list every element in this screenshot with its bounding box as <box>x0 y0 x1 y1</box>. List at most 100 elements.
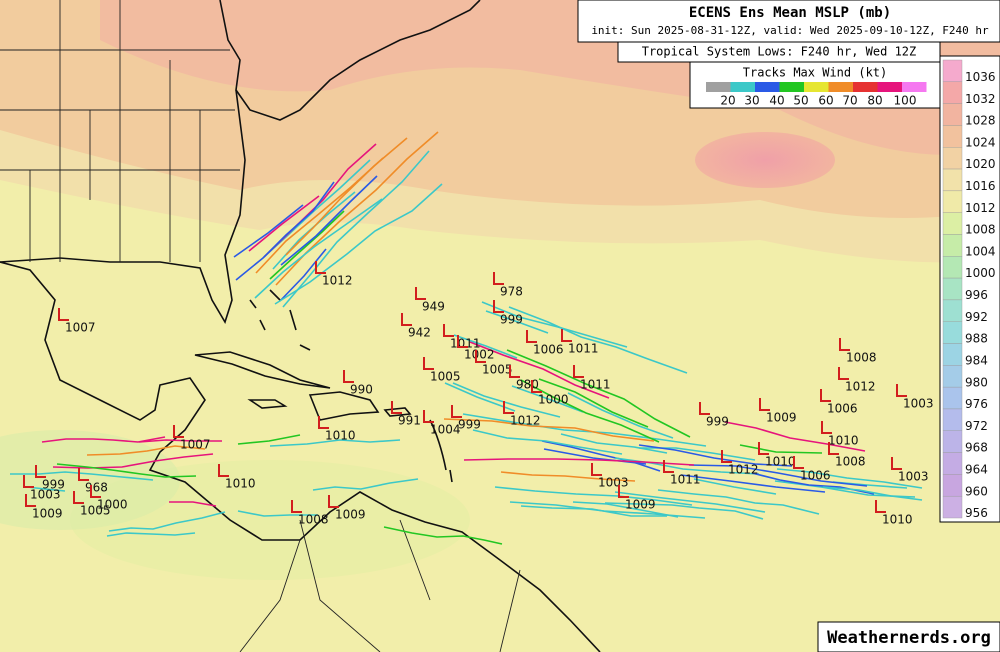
low-label: 1007 <box>180 438 211 452</box>
low-marker <box>503 401 514 414</box>
low-label: 1006 <box>533 343 564 357</box>
low-marker <box>839 338 850 351</box>
low-marker <box>401 313 412 326</box>
storm-track <box>274 183 443 305</box>
low-marker <box>423 410 434 423</box>
pressure-swatch <box>942 256 963 279</box>
low-marker <box>58 308 69 321</box>
storm-track <box>776 468 923 489</box>
pressure-label: 1024 <box>965 135 996 149</box>
storm-track <box>106 532 196 537</box>
pressure-swatch <box>942 212 963 235</box>
low-marker <box>721 450 732 463</box>
low-label: 1010 <box>325 429 356 443</box>
wind-label: 20 <box>720 94 735 108</box>
storm-track <box>572 501 679 518</box>
low-marker <box>875 500 886 513</box>
storm-track <box>269 210 345 280</box>
low-label: 1003 <box>903 397 934 411</box>
pressure-swatch <box>942 365 963 388</box>
title: ECENS Ens Mean MSLP (mb) <box>689 5 891 21</box>
lows-title: Tropical System Lows: F240 hr, Wed 12Z <box>642 45 917 59</box>
low-marker <box>838 367 849 380</box>
pressure-swatch <box>942 190 963 213</box>
low-marker <box>343 370 354 383</box>
low-label: 978 <box>500 285 523 299</box>
pressure-label: 996 <box>965 288 988 302</box>
storm-track <box>614 491 766 513</box>
low-label: 1003 <box>898 470 929 484</box>
storm-track <box>469 341 610 399</box>
wind-label: 100 <box>894 94 917 108</box>
low-label: 949 <box>422 300 445 314</box>
storm-track <box>520 379 660 443</box>
watermark-box <box>817 621 1000 652</box>
low-label: 1006 <box>827 402 858 416</box>
storm-track <box>56 463 197 478</box>
storm-track <box>538 378 649 428</box>
storm-track <box>739 444 823 454</box>
pressure-swatch <box>942 59 963 83</box>
storm-track <box>657 489 820 515</box>
pressure-swatch <box>942 299 963 322</box>
pressure-swatch <box>942 147 963 170</box>
storm-track <box>604 502 764 520</box>
low-label: 1004 <box>430 423 461 437</box>
pressure-label: 1036 <box>965 70 996 84</box>
low-label: 980 <box>516 378 539 392</box>
storm-track <box>41 436 166 443</box>
wind-label: 50 <box>793 94 808 108</box>
wind-label: 70 <box>842 94 857 108</box>
low-marker <box>531 380 542 393</box>
high-center <box>695 132 835 188</box>
low-marker <box>423 357 434 370</box>
low-marker <box>526 330 537 343</box>
wind-swatch <box>877 82 902 92</box>
low-label: 1000 <box>97 498 128 512</box>
low-marker <box>758 442 769 455</box>
storm-track <box>453 334 518 359</box>
storm-track <box>463 458 695 466</box>
low-label: 1012 <box>322 274 353 288</box>
low-marker <box>699 402 710 415</box>
low-label: 968 <box>85 481 108 495</box>
storm-track <box>235 181 335 281</box>
storm-track <box>541 440 661 472</box>
wind-swatch <box>804 82 829 92</box>
wind-label: 30 <box>744 94 759 108</box>
storm-track <box>452 382 561 418</box>
pressure-swatch <box>942 234 963 257</box>
pressure-scale: 1036 1032 1028 1024 1020 1016 1012 1008 1004 1000… <box>942 59 996 520</box>
low-marker <box>318 416 329 429</box>
low-label: 1009 <box>32 507 63 521</box>
wind-swatch <box>853 82 878 92</box>
low-label: 1009 <box>335 508 366 522</box>
pressure-swatch <box>942 321 963 344</box>
low-label: 1009 <box>766 411 797 425</box>
low-marker <box>315 261 326 274</box>
low-marker <box>451 405 462 418</box>
storm-track <box>86 445 206 456</box>
low-marker <box>493 300 504 313</box>
pressure-label: 956 <box>965 506 988 520</box>
pressure-label: 992 <box>965 310 988 324</box>
pressure-swatch <box>942 81 963 104</box>
low-label: 990 <box>350 383 373 397</box>
wind-swatch <box>706 82 731 92</box>
storm-track <box>254 198 383 299</box>
pressure-swatch <box>942 452 963 475</box>
storm-track <box>688 464 868 487</box>
storm-track <box>108 511 226 532</box>
low-label: 1011 <box>568 342 599 356</box>
pressure-label: 972 <box>965 419 988 433</box>
storm-track <box>822 486 923 501</box>
low-label: 1010 <box>882 513 913 527</box>
pressure-label: 964 <box>965 463 988 477</box>
low-label: 1003 <box>598 476 629 490</box>
pressure-label: 1008 <box>965 223 996 237</box>
pressure-label: 1016 <box>965 179 996 193</box>
low-marker <box>443 324 454 337</box>
subtitle: init: Sun 2025-08-31-12Z, valid: Wed 202… <box>591 24 989 37</box>
pressure-label: 1020 <box>965 157 996 171</box>
low-label: 1009 <box>625 498 656 512</box>
